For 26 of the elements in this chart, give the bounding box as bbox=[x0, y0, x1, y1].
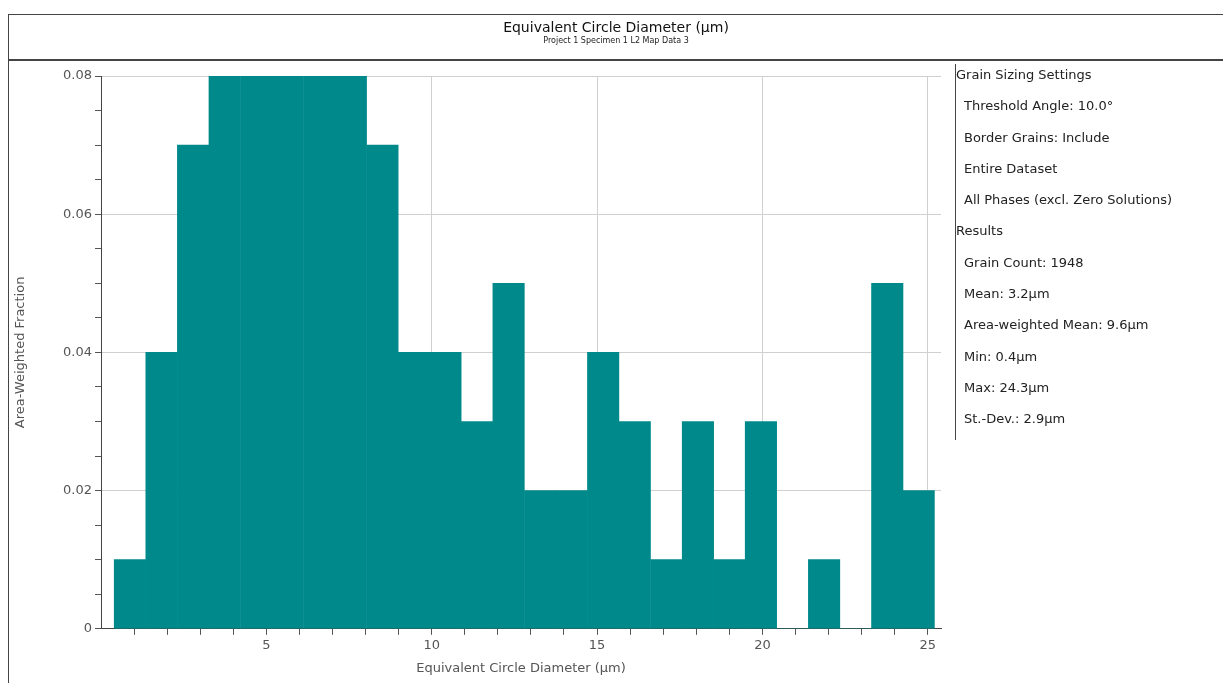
x-tick-label: 5 bbox=[262, 636, 271, 652]
text: Area-weighted Mean: 9.6µm bbox=[963, 316, 1150, 335]
text: Max: 24.3µm bbox=[963, 378, 1051, 397]
x-tick-label: 10 bbox=[423, 636, 440, 652]
y-tick-label: 0.08 bbox=[63, 67, 92, 83]
text: All Phases (excl. Zero Solutions) bbox=[963, 191, 1173, 210]
y-tick-label: 0 bbox=[83, 620, 92, 636]
chart-title: Equivalent Circle Diameter (µm) bbox=[502, 19, 730, 35]
y-tick-label: 0.02 bbox=[63, 481, 92, 497]
text: Grain Count: 1948 bbox=[963, 253, 1085, 272]
text: Threshold Angle: 10.0° bbox=[963, 97, 1115, 116]
y-tick-label: 0.06 bbox=[63, 205, 92, 221]
x-tick-label: 25 bbox=[919, 636, 937, 652]
text: Entire Dataset bbox=[963, 159, 1059, 178]
text: Border Grains: Include bbox=[963, 128, 1111, 147]
text: Mean: 3.2µm bbox=[963, 285, 1051, 304]
x-tick-label: 20 bbox=[754, 636, 771, 652]
x-tick-label: 15 bbox=[588, 636, 606, 652]
y-axis-title: Area-Weighted Fraction bbox=[12, 276, 28, 429]
text: Results bbox=[956, 222, 1004, 241]
x-axis-title: Equivalent Circle Diameter (µm) bbox=[416, 659, 626, 675]
y-tick-label: 0.04 bbox=[63, 343, 92, 359]
text: Min: 0.4µm bbox=[963, 347, 1039, 366]
chart-subtitle: Project 1 Specimen 1 L2 Map Data 3 bbox=[542, 36, 690, 45]
text: St.-Dev.: 2.9µm bbox=[963, 410, 1067, 429]
text: Grain Sizing Settings bbox=[956, 66, 1093, 84]
